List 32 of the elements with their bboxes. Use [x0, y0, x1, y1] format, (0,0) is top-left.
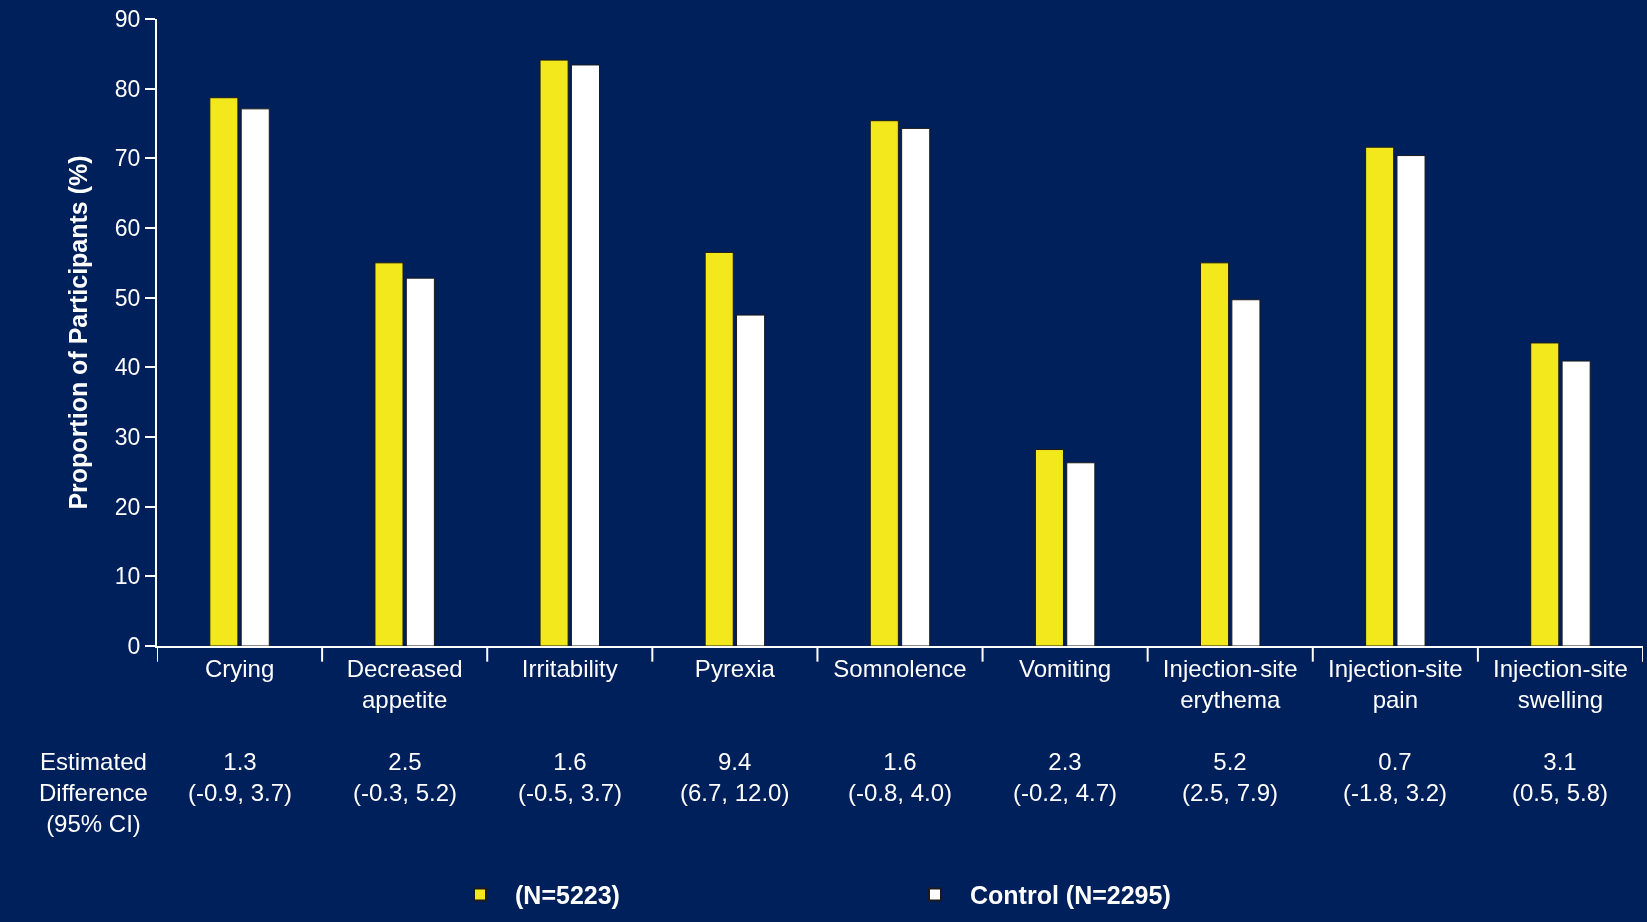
y-tick-label: 40	[114, 354, 141, 381]
x-tick-label: Injection-site pain	[1327, 654, 1463, 713]
y-tick-label: 20	[114, 493, 141, 520]
text: 1.6 (-0.8, 4.0)	[848, 748, 953, 807]
text: 5.2 (2.5, 7.9)	[1182, 748, 1279, 807]
x-tick-label: Vomiting	[1019, 654, 1112, 682]
y-tick-label: 10	[114, 563, 141, 590]
text: 1.3 (-0.9, 3.7)	[188, 748, 293, 807]
y-tick-label: 80	[114, 75, 141, 102]
x-tick-label: Somnolence	[833, 654, 967, 682]
y-tick-label: 60	[114, 215, 141, 242]
x-tick-label: Injection-site swelling	[1493, 654, 1628, 713]
text: 1.6 (-0.5, 3.7)	[518, 748, 623, 807]
text: Estimated Difference (95% CI)	[39, 748, 148, 838]
text: 2.5 (-0.3, 5.2)	[353, 748, 458, 807]
x-tick-label: Decreased appetite	[346, 654, 463, 713]
x-tick-label: Irritability	[521, 654, 618, 682]
x-tick-label: Pyrexia	[694, 654, 776, 682]
text: 3.1 (0.5, 5.8)	[1512, 748, 1609, 807]
y-tick-label: 70	[114, 145, 141, 172]
y-axis-title: Proportion of Participants (%)	[64, 155, 93, 510]
x-tick-label: Injection-site erythema	[1162, 654, 1298, 713]
y-tick-label: 0	[127, 633, 141, 660]
text: 2.3 (-0.2, 4.7)	[1013, 748, 1118, 807]
legend-label: Control (N=2295)	[970, 881, 1171, 910]
y-tick-label: 90	[114, 6, 141, 33]
x-tick-label: Crying	[204, 654, 275, 682]
legend-label: (N=5223)	[515, 881, 620, 910]
text: 0.7 (-1.8, 3.2)	[1343, 748, 1448, 807]
y-tick-label: 30	[114, 424, 141, 451]
y-tick-label: 50	[114, 284, 141, 311]
text: 9.4 (6.7, 12.0)	[680, 748, 790, 807]
